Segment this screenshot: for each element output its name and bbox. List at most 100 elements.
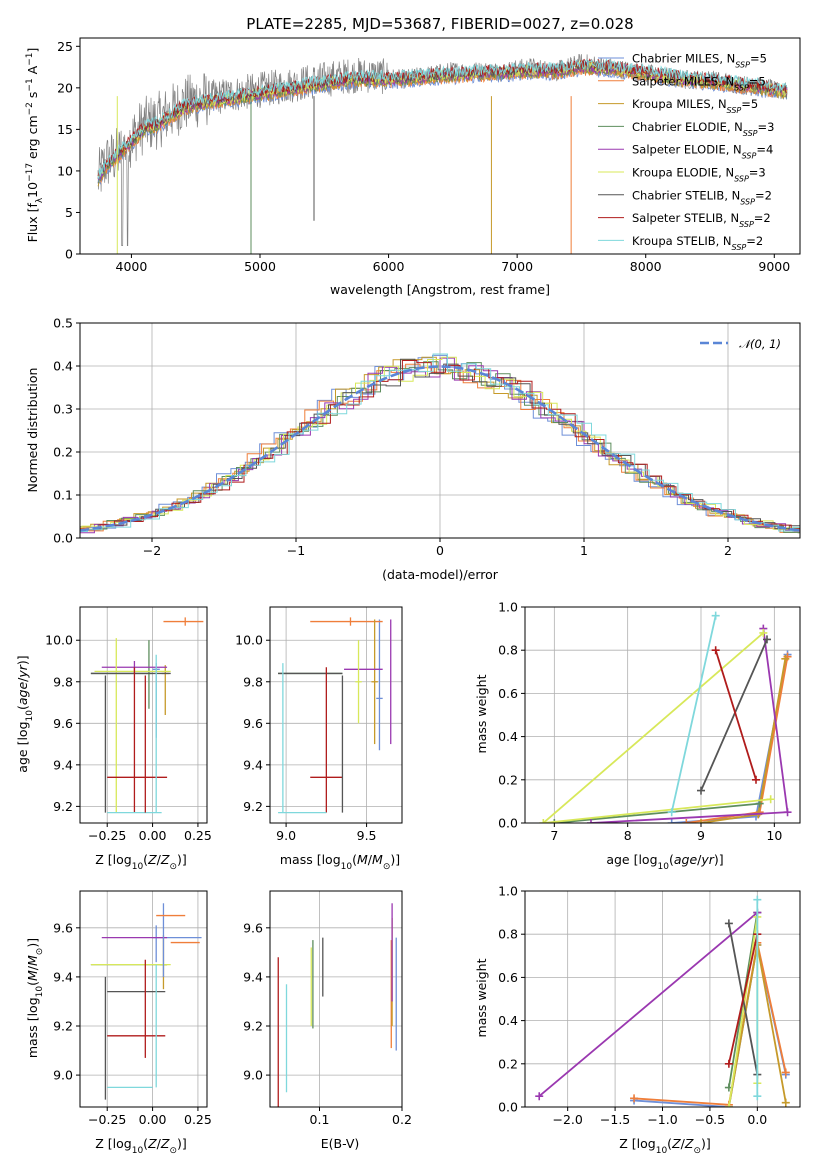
mass-weight-vs-age-xtick-label-3: 10 <box>766 828 782 843</box>
spectrum-marks <box>97 53 788 254</box>
mass-weight-vs-age-ytick-label-5: 1.0 <box>498 600 518 615</box>
age-vs-mass-ytick-label-0: 9.2 <box>243 799 263 814</box>
mass-weight-vs-age-point-4-2 <box>587 819 595 823</box>
mass-weight-vs-Z-xtick-label-3: −0.5 <box>695 1112 725 1127</box>
residual-histogram-ytick-label-0: 0.0 <box>53 531 73 546</box>
mass-weight-vs-age-series-8 <box>670 615 717 813</box>
mass-weight-vs-Z-xtick-label-2: −1.0 <box>647 1112 677 1127</box>
mass-weight-vs-Z-xtick-label-1: −1.5 <box>600 1112 630 1127</box>
mass-vs-EBV-panel: 0.1 0.2 9.0 9.2 9.4 9.6 E(B-V) <box>243 890 412 1151</box>
age-vs-Z-ytick-label-1: 9.4 <box>53 757 73 772</box>
mass-weight-vs-Z-point-1-0 <box>630 1094 639 1103</box>
mass-weight-vs-Z-point-4-0 <box>535 1092 544 1101</box>
residual-histogram-ytick-label-2: 0.2 <box>53 445 73 460</box>
massEBV-xlabel: E(B-V) <box>321 1136 360 1151</box>
age-vs-mass-marks <box>278 617 392 814</box>
mass-weight-vs-Z-ytick-label-2: 0.4 <box>498 1013 518 1028</box>
mass-weight-vs-age-ytick-label-1: 0.2 <box>498 772 518 787</box>
residual-histogram-xtick-label-2: 0 <box>436 543 444 558</box>
spectrum-xtick-label-2: 6000 <box>373 259 405 274</box>
normal-curve <box>80 365 800 532</box>
mass-weight-vs-age-ytick-label-2: 0.4 <box>498 729 518 744</box>
age-vs-mass-ytick-label-2: 9.6 <box>243 716 263 731</box>
spectrum-ytick-label-5: 25 <box>57 39 73 54</box>
mass-weight-vs-age-point-2-2 <box>697 819 705 823</box>
residual-histogram-ytick-label-1: 0.1 <box>53 488 73 503</box>
age-vs-Z-ytick-label-3: 9.8 <box>53 674 73 689</box>
residual-histogram-xtick-label-3: 1 <box>580 543 588 558</box>
mass-weight-vs-age-point-3-1 <box>550 819 559 823</box>
mass-weight-vs-Z-point-6-0 <box>724 919 733 928</box>
mass-weight-vs-age-point-7-0 <box>711 646 720 655</box>
mass-weight-vs-age-point-4-1 <box>783 808 792 817</box>
age-vs-Z-marks <box>90 617 204 814</box>
spectrum-title: PLATE=2285, MJD=53687, FIBERID=0027, z=0… <box>246 15 633 33</box>
mwZ-ylabel: mass weight <box>474 958 489 1037</box>
spectrum-xlabel: wavelength [Angstrom, rest frame] <box>330 282 550 297</box>
age-vs-Z-xtick-label-0: −0.25 <box>88 828 126 843</box>
legend-label-0: Chabrier MILES, NSSP=5 <box>632 52 767 70</box>
mass-weight-vs-age-series-3 <box>554 802 760 823</box>
spectrum-ytick-label-4: 20 <box>57 80 73 95</box>
mass-weight-vs-Z-panel: −2.0 −1.5 −1.0 −0.5 0.00.00.20.40.60.81.0 Z … <box>474 884 801 1156</box>
mass-weight-vs-Z-ytick-label-0: 0.0 <box>498 1100 518 1115</box>
mass-weight-vs-Z-point-8-0 <box>753 1092 762 1101</box>
mass-weight-vs-Z-xtick-label-4: 0.0 <box>747 1112 767 1127</box>
age-vs-mass-xtick-label-0: 9.0 <box>276 828 296 843</box>
mass-weight-vs-age-xtick-label-0: 7 <box>550 828 558 843</box>
age-vs-mass-ytick-label-1: 9.4 <box>243 757 263 772</box>
mass-weight-vs-age-frame <box>524 606 801 824</box>
legend-label-6: Chabrier STELIB, NSSP=2 <box>632 188 772 206</box>
mass-weight-vs-Z-point-7-0 <box>724 1059 733 1068</box>
mass-weight-vs-age-point-6-1 <box>763 635 771 644</box>
residual-histogram-panel: −2 −1 0 1 2 0.0 0.1 0.2 0.3 0.4 0.5 𝒩(0, 1) (data-m… <box>25 316 801 582</box>
age-vs-mass-ytick-label-4: 10.0 <box>235 633 263 648</box>
residual-histogram-ytick-label-4: 0.4 <box>53 359 73 374</box>
mass-vs-Z-ytick-label-2: 9.4 <box>53 969 73 984</box>
legend-label-8: Kroupa STELIB, NSSP=2 <box>632 234 763 252</box>
mass-weight-vs-Z-series-7 <box>728 934 759 1064</box>
residual-ylabel: Normed distribution <box>25 368 40 493</box>
legend-label-3: Chabrier ELODIE, NSSP=3 <box>632 120 774 138</box>
residual-histogram-frame <box>79 322 801 539</box>
spectrum-ytick-label-2: 10 <box>57 163 73 178</box>
age-vs-mass-frame <box>269 606 403 824</box>
mass-weight-vs-Z-ytick-label-3: 0.6 <box>498 970 518 985</box>
mass-vs-EBV-xtick-label-1: 0.2 <box>392 1112 412 1127</box>
mass-weight-vs-age-series-7 <box>714 649 757 781</box>
mass-weight-vs-age-point-2-0 <box>781 654 790 663</box>
residual-hist-0 <box>80 354 800 532</box>
spectrum-xtick-label-0: 4000 <box>116 259 148 274</box>
mass-vs-Z-xtick-label-1: 0.00 <box>139 1112 167 1127</box>
mass-weight-vs-age-ytick-label-0: 0.0 <box>498 816 518 831</box>
residual-histogram-xtick-label-0: −2 <box>143 543 161 558</box>
residual-hist-7 <box>80 360 800 531</box>
mass-weight-vs-age-point-5-2 <box>766 795 775 804</box>
mass-weight-vs-Z-point-2-2 <box>781 1098 790 1107</box>
mass-weight-vs-age-point-8-1 <box>711 611 720 620</box>
mass-weight-vs-age-point-8-0 <box>667 808 676 817</box>
mass-vs-Z-ytick-label-3: 9.6 <box>53 920 73 935</box>
spectrum-ytick-label-1: 5 <box>65 205 73 220</box>
mass-weight-vs-age-xtick-label-2: 9 <box>697 828 705 843</box>
age-vs-Z-ytick-label-4: 10.0 <box>45 633 73 648</box>
spectrum-ytick-label-3: 15 <box>57 122 73 137</box>
mass-vs-EBV-ytick-label-1: 9.2 <box>243 1019 263 1034</box>
mass-vs-EBV-ytick-label-3: 9.6 <box>243 920 263 935</box>
residual-histogram-marks <box>80 353 800 534</box>
mass-weight-vs-age-xtick-label-1: 8 <box>624 828 632 843</box>
mass-weight-vs-age-point-0-2 <box>667 819 676 823</box>
mass-weight-vs-Z-marks <box>535 895 790 1107</box>
mass-vs-EBV-marks <box>277 903 397 1107</box>
age-vs-Z-xtick-label-1: 0.00 <box>139 828 167 843</box>
spectrum-xtick-label-4: 8000 <box>630 259 662 274</box>
age-vs-Z-xtick-label-2: 0.25 <box>184 828 212 843</box>
legend-label-5: Kroupa ELODIE, NSSP=3 <box>632 166 766 184</box>
legend-label-2: Kroupa MILES, NSSP=5 <box>632 97 758 115</box>
mass-weight-vs-Z-frame <box>524 890 801 1108</box>
mass-vs-Z-ytick-label-1: 9.2 <box>53 1019 73 1034</box>
residual-legend-label: 𝒩(0, 1) <box>739 337 781 351</box>
mass-weight-vs-Z-ytick-label-4: 0.8 <box>498 927 518 942</box>
mass-weight-vs-age-point-7-1 <box>752 775 760 784</box>
mass-weight-vs-Z-ytick-label-1: 0.2 <box>498 1056 518 1071</box>
